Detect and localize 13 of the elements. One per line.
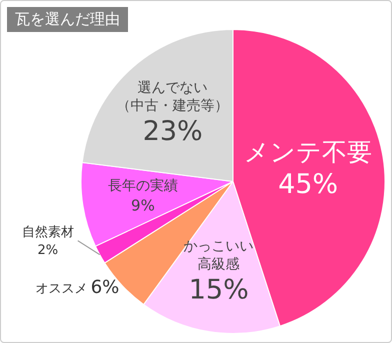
data-label: 2%: [37, 243, 58, 258]
slice-label: メンテ不要: [244, 138, 372, 167]
slice-label: 長年の実績: [108, 178, 178, 194]
data-label: 9%: [131, 196, 155, 215]
slice-label: オススメ: [36, 282, 88, 297]
slice-label: 選んでない（中古・建売等）: [116, 80, 229, 114]
data-label: 6%: [90, 276, 120, 298]
data-label: 23%: [142, 116, 203, 148]
data-label: 45%: [278, 169, 338, 200]
chart-title: 瓦を選んだ理由: [7, 7, 128, 32]
slice-label: かっこいい高級感: [184, 238, 254, 273]
data-label: 15%: [188, 274, 249, 306]
slice-label: 自然素材: [22, 225, 74, 240]
